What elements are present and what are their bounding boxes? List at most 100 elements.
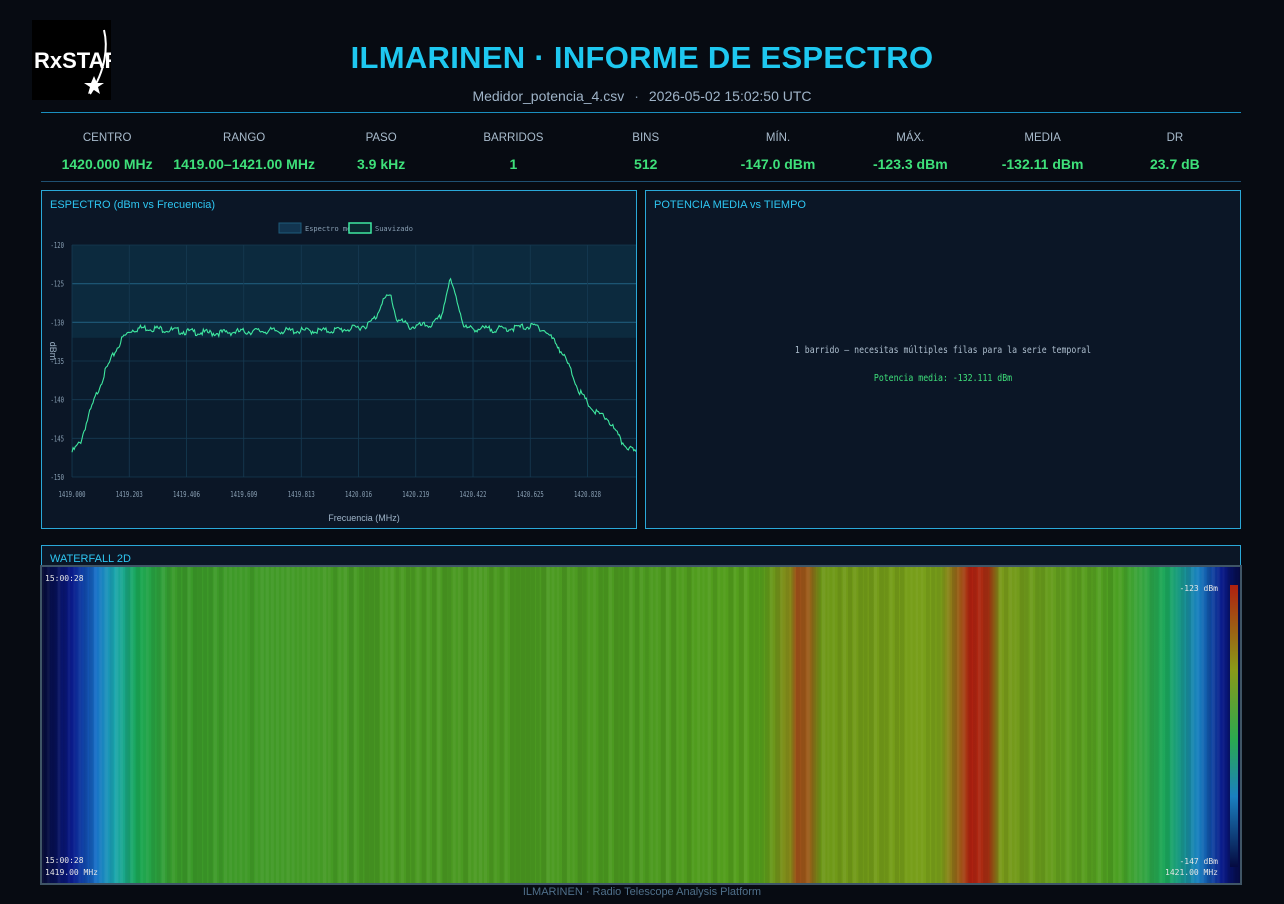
waterfall-stripe bbox=[239, 567, 243, 883]
waterfall-stripe bbox=[47, 567, 50, 883]
waterfall-stripe bbox=[603, 567, 609, 883]
stat-label: BINS bbox=[632, 132, 660, 144]
waterfall-stripe bbox=[1004, 567, 1008, 883]
rxstar-logo: RxSTAR bbox=[32, 20, 111, 100]
stat-0: CENTRO 1420.000 MHz bbox=[41, 128, 173, 180]
waterfall-stripe bbox=[905, 567, 907, 883]
waterfall-stripe bbox=[962, 567, 966, 883]
legend-swatch-mean bbox=[278, 222, 302, 234]
waterfall-stripe bbox=[177, 567, 182, 883]
waterfall-stripe bbox=[946, 567, 950, 883]
x-tick-label: 1420.625 bbox=[517, 490, 544, 499]
waterfall-stripe bbox=[265, 567, 269, 883]
waterfall-stripe bbox=[380, 567, 383, 883]
stat-value: 1419.00–1421.00 MHz bbox=[173, 156, 315, 172]
waterfall-stripe bbox=[1040, 567, 1045, 883]
logo-text: RxSTAR bbox=[34, 48, 111, 73]
waterfall-stripe bbox=[1076, 567, 1082, 883]
x-axis-label: Frecuencia (MHz) bbox=[328, 513, 400, 523]
waterfall-stripe bbox=[546, 567, 550, 883]
x-tick-label: 1419.203 bbox=[116, 490, 143, 499]
waterfall-stripe bbox=[520, 567, 526, 883]
waterfall-stripe bbox=[551, 567, 555, 883]
waterfall-stripe bbox=[671, 567, 677, 883]
waterfall-stripe bbox=[1134, 567, 1138, 883]
waterfall-stripe bbox=[582, 567, 587, 883]
waterfall-stripe bbox=[702, 567, 704, 883]
filename: Medidor_potencia_4.csv bbox=[472, 88, 625, 104]
waterfall-stripe bbox=[723, 567, 725, 883]
waterfall-stripe bbox=[406, 567, 411, 883]
waterfall-stripe bbox=[109, 567, 114, 883]
waterfall-stripe bbox=[598, 567, 603, 883]
waterfall-stripe bbox=[889, 567, 893, 883]
mean-power-value: Potencia media: -132.111 dBm bbox=[873, 373, 1013, 384]
y-tick-label: -135 bbox=[51, 357, 64, 366]
x-tick-label: 1420.828 bbox=[574, 490, 601, 499]
waterfall-stripe bbox=[1030, 567, 1033, 883]
waterfall-stripe bbox=[276, 567, 279, 883]
waterfall-stripe bbox=[510, 567, 515, 883]
waterfall-stripe bbox=[983, 567, 989, 883]
waterfall-stripe bbox=[567, 567, 570, 883]
waterfall-stripe bbox=[1160, 567, 1162, 883]
waterfall-stripe bbox=[333, 567, 338, 883]
waterfall-heatmap[interactable]: 15:00:28 15:00:28 1419.00 MHz 1421.00 MH… bbox=[42, 567, 1240, 883]
stat-value: -123.3 dBm bbox=[872, 156, 948, 172]
waterfall-stripe bbox=[1061, 567, 1065, 883]
waterfall-stripe bbox=[458, 567, 461, 883]
waterfall-stripe bbox=[1196, 567, 1200, 883]
waterfall-stripe bbox=[557, 567, 559, 883]
stat-3: BARRIDOS 1 bbox=[447, 128, 579, 180]
waterfall-stripe bbox=[328, 567, 331, 883]
waterfall-stripe bbox=[1206, 567, 1211, 883]
waterfall-stripe bbox=[151, 567, 156, 883]
waterfall-stripe bbox=[1186, 567, 1191, 883]
waterfall-stripe bbox=[536, 567, 540, 883]
spectrum-panel: ESPECTRO (dBm vs Frecuencia) -120 -125 -13… bbox=[41, 190, 637, 529]
waterfall-stripe bbox=[1051, 567, 1054, 883]
waterfall-plot[interactable]: 15:00:28 15:00:28 1419.00 MHz 1421.00 MH… bbox=[40, 565, 1242, 885]
stats-bar: CENTRO 1420.000 MHz RANGO 1419.00–1421.00 M… bbox=[41, 128, 1241, 180]
waterfall-stripe bbox=[120, 567, 124, 883]
waterfall-stripe bbox=[790, 567, 795, 883]
waterfall-stripe bbox=[260, 567, 264, 883]
waterfall-stripe bbox=[88, 567, 94, 883]
waterfall-stripe bbox=[218, 567, 223, 883]
y-tick-label: -125 bbox=[51, 280, 64, 289]
header-divider bbox=[41, 112, 1241, 113]
waterfall-stripe bbox=[463, 567, 468, 883]
waterfall-stripe bbox=[312, 567, 314, 883]
waterfall-stripe bbox=[910, 567, 912, 883]
waterfall-stripe bbox=[624, 567, 629, 883]
waterfall-stripe bbox=[1024, 567, 1029, 883]
waterfall-stripe bbox=[692, 567, 694, 883]
waterfall-stripe bbox=[426, 567, 430, 883]
waterfall-stripe bbox=[1102, 567, 1107, 883]
waterfall-stripe bbox=[614, 567, 619, 883]
waterfall-stripe bbox=[811, 567, 817, 883]
spectrum-chart[interactable]: -120 -125 -130 -135 -140 -145 -150 1419.000 1419… bbox=[42, 191, 636, 528]
waterfall-stripe bbox=[343, 567, 347, 883]
waterfall-time-top: 15:00:28 bbox=[45, 574, 84, 583]
power-message: 1 barrido — necesitas múltiples filas pa… bbox=[794, 345, 1092, 356]
stat-label: CENTRO bbox=[82, 132, 132, 144]
waterfall-stripe bbox=[390, 567, 394, 883]
stat-2: PASO 3.9 kHz bbox=[315, 128, 447, 180]
y-axis-label: dBm bbox=[48, 342, 58, 361]
x-tick-label: 1419.609 bbox=[230, 490, 257, 499]
waterfall-stripe bbox=[255, 567, 258, 883]
waterfall-stripe bbox=[146, 567, 149, 883]
waterfall-stripe bbox=[442, 567, 448, 883]
waterfall-stripe bbox=[656, 567, 659, 883]
waterfall-stripe bbox=[1066, 567, 1070, 883]
separator: · bbox=[634, 88, 639, 104]
waterfall-stripe bbox=[182, 567, 188, 883]
waterfall-stripe bbox=[733, 567, 737, 883]
waterfall-stripe bbox=[1149, 567, 1155, 883]
waterfall-stripe bbox=[452, 567, 456, 883]
waterfall-stripe bbox=[348, 567, 354, 883]
waterfall-stripe bbox=[749, 567, 754, 883]
waterfall-stripe bbox=[697, 567, 700, 883]
waterfall-stripe bbox=[796, 567, 801, 883]
